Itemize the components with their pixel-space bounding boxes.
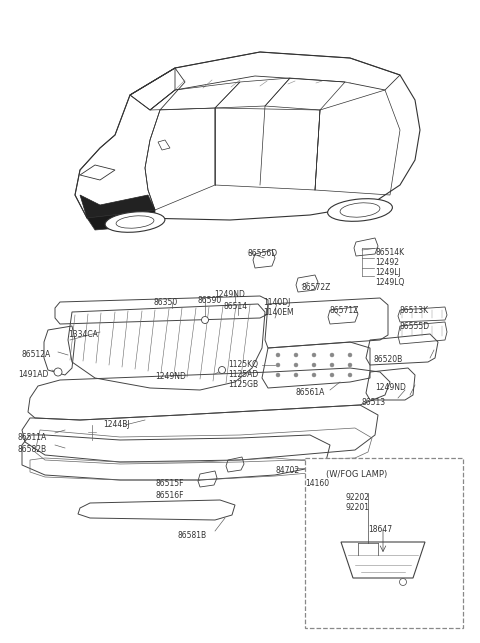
Circle shape — [294, 363, 298, 367]
Text: 1491AD: 1491AD — [18, 370, 48, 379]
Circle shape — [294, 373, 298, 377]
Text: 1140DJ: 1140DJ — [263, 298, 290, 307]
Text: 86516F: 86516F — [155, 491, 183, 500]
Circle shape — [312, 363, 316, 367]
Text: 86515F: 86515F — [155, 479, 183, 488]
Text: 18647: 18647 — [368, 525, 392, 534]
Circle shape — [348, 353, 352, 357]
Text: 1249ND: 1249ND — [155, 372, 186, 381]
Text: 86513K: 86513K — [400, 306, 429, 315]
Text: 1140EM: 1140EM — [263, 308, 294, 317]
Circle shape — [348, 363, 352, 367]
Circle shape — [348, 373, 352, 377]
Text: 92202: 92202 — [345, 493, 369, 502]
Circle shape — [54, 368, 62, 376]
Text: 86582B: 86582B — [18, 445, 47, 454]
Ellipse shape — [340, 203, 380, 217]
Text: 86512A: 86512A — [22, 350, 51, 359]
Circle shape — [330, 373, 334, 377]
Text: (W/FOG LAMP): (W/FOG LAMP) — [326, 470, 387, 479]
Text: 1244BJ: 1244BJ — [103, 420, 130, 429]
Ellipse shape — [116, 216, 154, 228]
Text: 86511A: 86511A — [18, 433, 47, 442]
Polygon shape — [80, 195, 155, 218]
Text: 86590: 86590 — [198, 296, 222, 305]
Text: 86556D: 86556D — [248, 249, 278, 258]
Circle shape — [312, 353, 316, 357]
Text: 86350: 86350 — [153, 298, 177, 307]
Text: 86571Z: 86571Z — [330, 306, 360, 315]
Text: 86581B: 86581B — [178, 531, 207, 540]
Text: 86520B: 86520B — [374, 355, 403, 364]
Text: 1125AD: 1125AD — [228, 370, 258, 379]
Circle shape — [276, 353, 280, 357]
Polygon shape — [87, 210, 155, 230]
Ellipse shape — [328, 199, 392, 221]
Text: 86555D: 86555D — [400, 322, 430, 331]
Circle shape — [294, 353, 298, 357]
Text: 86514K: 86514K — [375, 248, 404, 257]
Text: 86561A: 86561A — [295, 388, 324, 397]
Circle shape — [276, 373, 280, 377]
Circle shape — [330, 353, 334, 357]
Circle shape — [276, 363, 280, 367]
Text: 86513: 86513 — [362, 398, 386, 407]
Text: 86572Z: 86572Z — [302, 283, 331, 292]
Text: 1334CA: 1334CA — [68, 330, 98, 339]
Text: 12492: 12492 — [375, 258, 399, 267]
Text: 1249LQ: 1249LQ — [375, 278, 404, 287]
Text: 14160: 14160 — [305, 479, 329, 488]
Ellipse shape — [105, 212, 165, 232]
Circle shape — [218, 367, 226, 374]
Bar — [305, 458, 463, 628]
Circle shape — [330, 363, 334, 367]
Text: 92201: 92201 — [345, 503, 369, 512]
Circle shape — [202, 316, 208, 323]
Text: 1125KQ: 1125KQ — [228, 360, 258, 369]
Text: 1249LJ: 1249LJ — [375, 268, 401, 277]
Circle shape — [312, 373, 316, 377]
Text: 1249ND: 1249ND — [375, 383, 406, 392]
Circle shape — [399, 579, 407, 586]
Text: 84702: 84702 — [275, 466, 299, 475]
Text: 1125GB: 1125GB — [228, 380, 258, 389]
Text: 1249ND: 1249ND — [214, 290, 245, 299]
Text: 86514: 86514 — [224, 302, 248, 311]
